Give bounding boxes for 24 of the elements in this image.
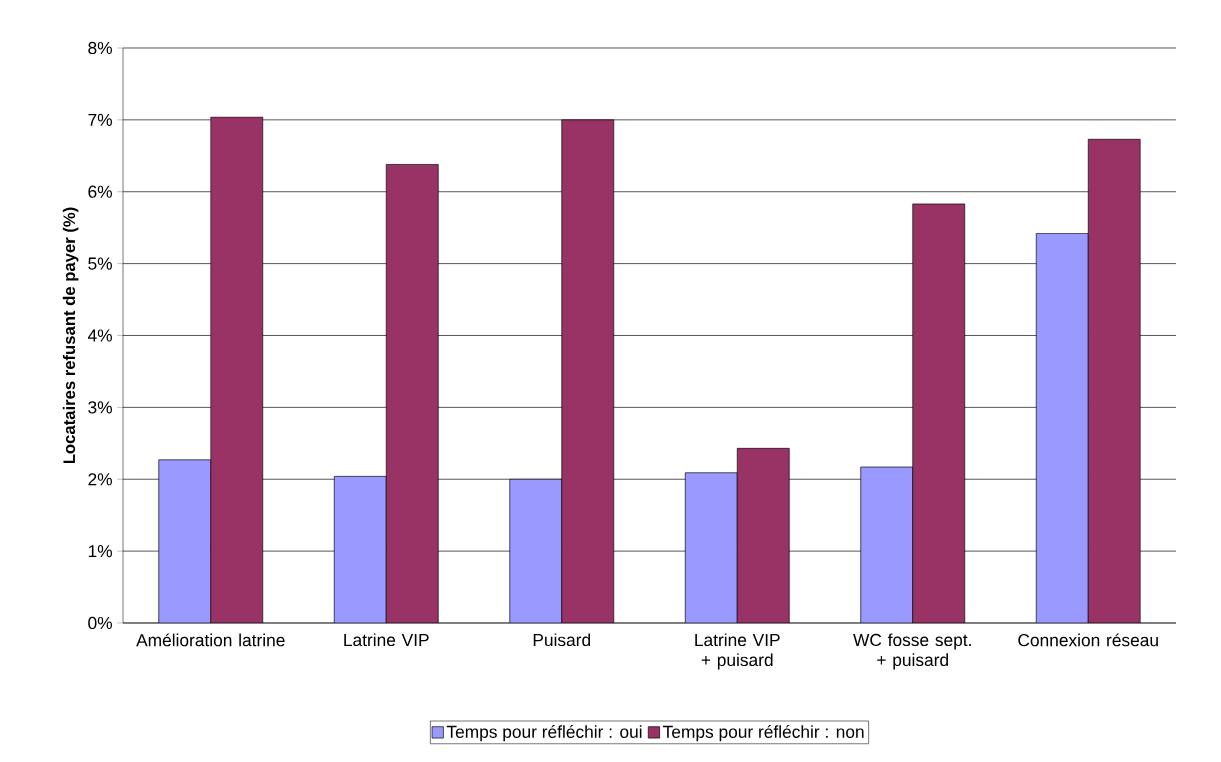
x-tick-label: WC fosse sept. + puisard (853, 633, 971, 670)
x-tick-label: Connexion réseau (1018, 633, 1158, 647)
y-tick-label: 4% (87, 329, 112, 342)
x-tick-label: Amélioration latrine (136, 633, 285, 647)
y-tick-label: 2% (88, 473, 112, 486)
bar (912, 203, 966, 623)
x-tick-label: Puisard (533, 633, 591, 647)
bar (561, 119, 615, 623)
y-tick-label: 5% (88, 257, 112, 270)
legend-label: Temps pour réfléchir : oui (446, 725, 642, 742)
y-tick-label: 6% (88, 185, 112, 198)
bar (736, 447, 790, 623)
x-tick-label: Latrine VIP (344, 633, 429, 647)
bar (385, 164, 439, 623)
y-tick-label: 3% (88, 401, 112, 414)
bar (210, 116, 264, 623)
x-tick-label: Latrine VIP + puisard (695, 633, 780, 670)
y-axis-title: Locataires refusant de payer (%) (62, 207, 79, 464)
y-tick-label: 8% (88, 41, 112, 55)
y-tick-label: 7% (88, 113, 112, 126)
y-tick-label: 0% (88, 616, 112, 630)
bar (1087, 138, 1141, 623)
y-tick-label: 1% (88, 545, 112, 558)
legend-label: Temps pour réfléchir : non (663, 725, 864, 742)
